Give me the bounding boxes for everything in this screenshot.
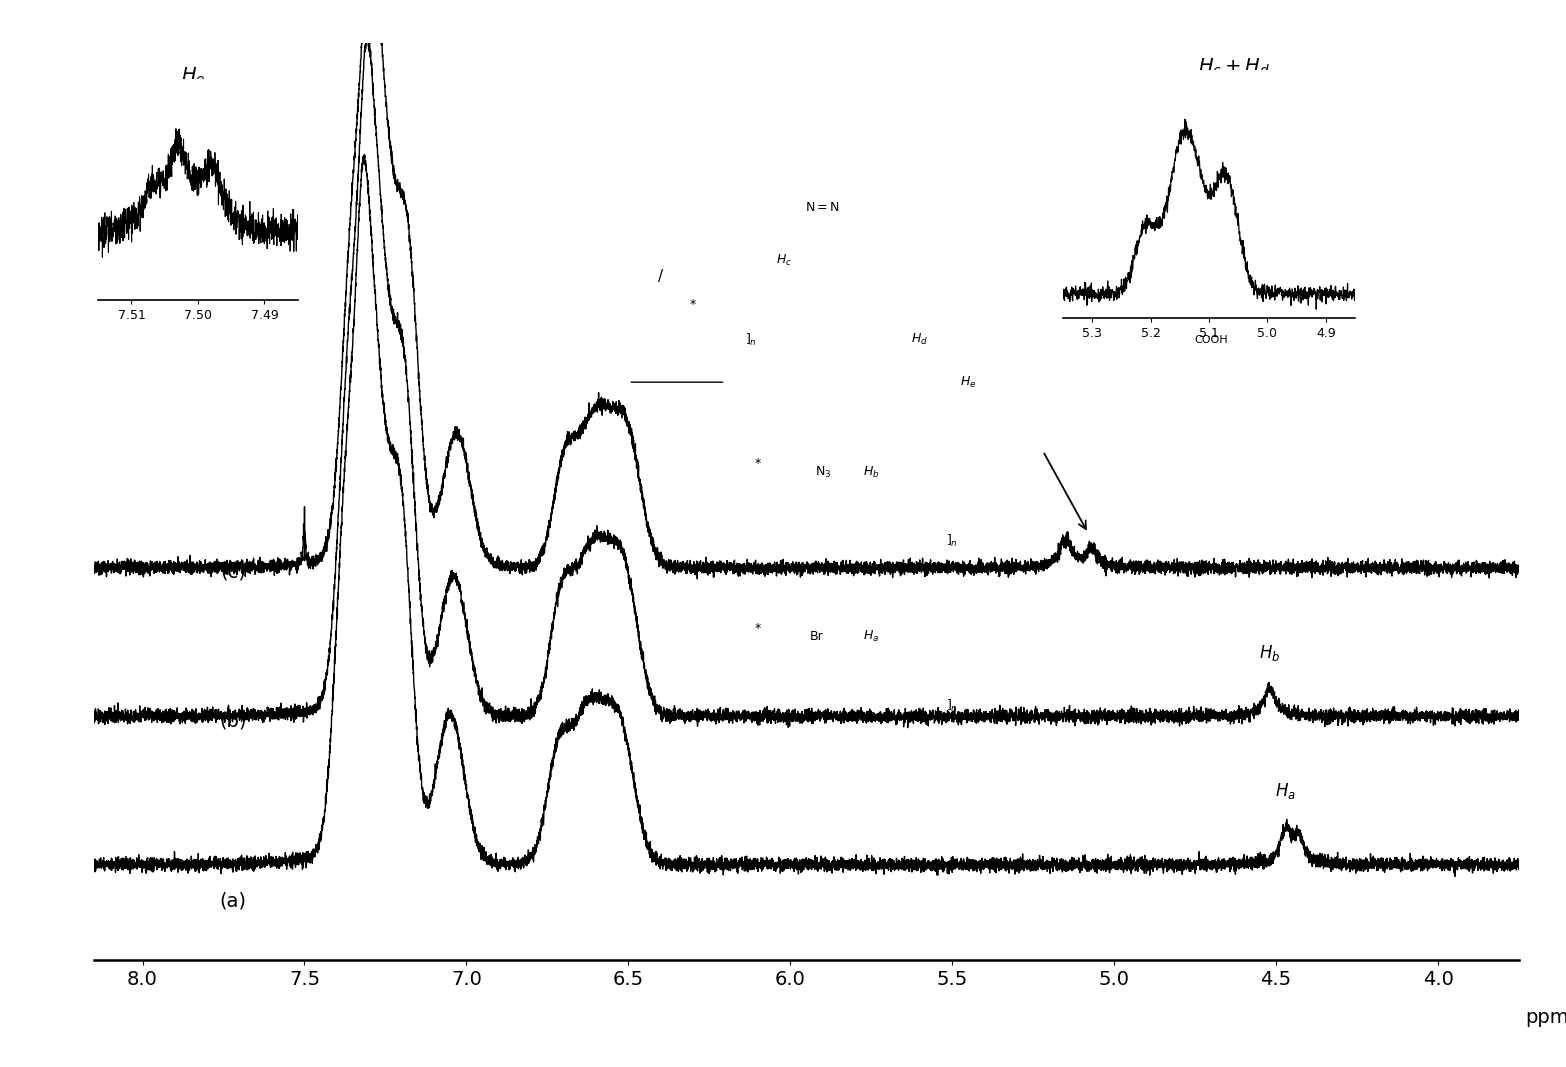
Text: $*$: $*$ [753, 456, 763, 468]
Text: $H_a$: $H_a$ [863, 630, 880, 644]
Text: (c): (c) [221, 562, 246, 582]
Text: $H_a$: $H_a$ [1275, 781, 1297, 801]
Text: N$=$N: N$=$N [805, 201, 839, 213]
Text: $H_e$: $H_e$ [960, 375, 977, 389]
Text: $]_n$: $]_n$ [946, 534, 958, 550]
Text: $]_n$: $]_n$ [946, 698, 958, 714]
Text: $*$: $*$ [753, 620, 763, 633]
Text: $H_e$: $H_e$ [182, 66, 207, 86]
Text: $*$: $*$ [689, 296, 697, 309]
Text: N$_3$: N$_3$ [814, 465, 832, 480]
Text: $H_d$: $H_d$ [911, 332, 929, 347]
Text: COOH: COOH [1195, 335, 1228, 345]
Text: $-$O$-$CH$_2-$C$=$O: $-$O$-$CH$_2-$C$=$O [1084, 269, 1178, 283]
Text: $H_c+H_d$: $H_c+H_d$ [1198, 57, 1270, 78]
Text: Br: Br [810, 631, 824, 643]
Text: /: / [658, 269, 664, 284]
Text: $H_c$: $H_c$ [775, 253, 792, 268]
Text: (b): (b) [219, 711, 247, 730]
X-axis label: ppm: ppm [1525, 1008, 1566, 1028]
Text: (a): (a) [219, 891, 247, 910]
Text: $H_b$: $H_b$ [1259, 643, 1281, 664]
Text: $H_b$: $H_b$ [863, 465, 880, 480]
Text: $]_n$: $]_n$ [745, 332, 758, 348]
